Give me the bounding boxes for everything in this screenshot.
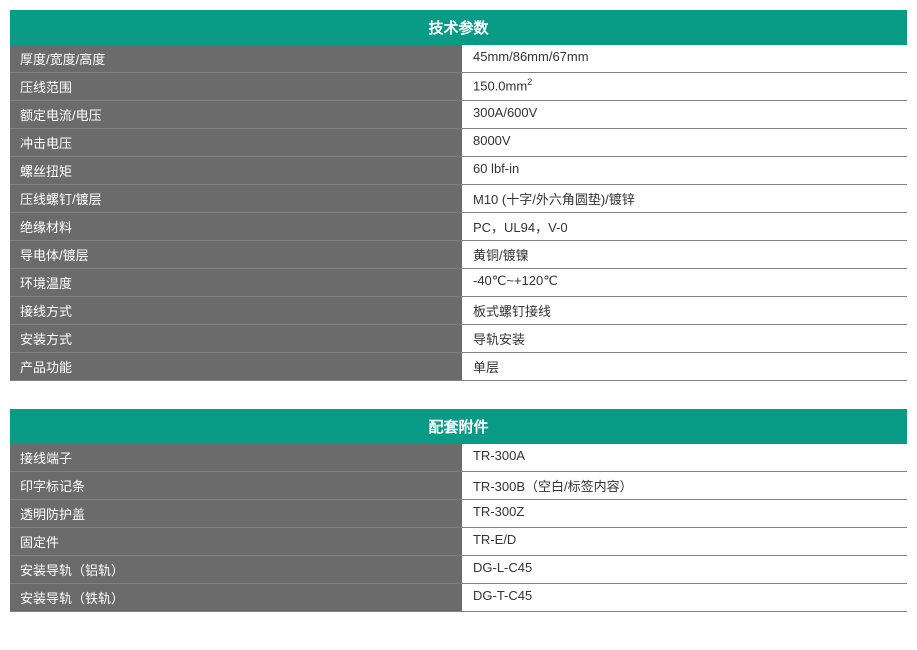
table-row: 固定件TR-E/D — [10, 528, 907, 556]
row-label: 安装方式 — [10, 325, 463, 352]
row-value: DG-L-C45 — [463, 556, 907, 583]
row-label: 透明防护盖 — [10, 500, 463, 527]
table-row: 印字标记条TR-300B（空白/标签内容） — [10, 472, 907, 500]
row-label: 螺丝扭矩 — [10, 157, 463, 184]
row-value: 单层 — [463, 353, 907, 380]
table-header: 配套附件 — [10, 409, 907, 444]
row-label: 绝缘材料 — [10, 213, 463, 240]
row-label: 产品功能 — [10, 353, 463, 380]
table-row: 压线螺钉/镀层M10 (十字/外六角圆垫)/镀锌 — [10, 185, 907, 213]
row-label: 压线范围 — [10, 73, 463, 100]
row-label: 固定件 — [10, 528, 463, 555]
row-value: TR-300Z — [463, 500, 907, 527]
row-value: -40℃~+120℃ — [463, 269, 907, 296]
table-row: 产品功能单层 — [10, 353, 907, 381]
row-value: PC，UL94，V-0 — [463, 213, 907, 240]
row-label: 安装导轨（铝轨） — [10, 556, 463, 583]
row-label: 压线螺钉/镀层 — [10, 185, 463, 212]
row-label: 导电体/镀层 — [10, 241, 463, 268]
row-label: 安装导轨（铁轨） — [10, 584, 463, 611]
table-row: 冲击电压8000V — [10, 129, 907, 157]
row-value: 300A/600V — [463, 101, 907, 128]
row-label: 冲击电压 — [10, 129, 463, 156]
row-value: DG-T-C45 — [463, 584, 907, 611]
table-row: 绝缘材料PC，UL94，V-0 — [10, 213, 907, 241]
table-row: 压线范围150.0mm2 — [10, 73, 907, 101]
table-row: 导电体/镀层黄铜/镀镍 — [10, 241, 907, 269]
row-label: 接线端子 — [10, 444, 463, 471]
row-value: 60 lbf-in — [463, 157, 907, 184]
row-value: 黄铜/镀镍 — [463, 241, 907, 268]
row-value: 板式螺钉接线 — [463, 297, 907, 324]
table-row: 安装导轨（铝轨）DG-L-C45 — [10, 556, 907, 584]
row-value: 8000V — [463, 129, 907, 156]
table-row: 透明防护盖TR-300Z — [10, 500, 907, 528]
row-label: 厚度/宽度/高度 — [10, 45, 463, 72]
row-value: 45mm/86mm/67mm — [463, 45, 907, 72]
table-row: 安装导轨（铁轨）DG-T-C45 — [10, 584, 907, 612]
table-row: 额定电流/电压300A/600V — [10, 101, 907, 129]
row-label: 接线方式 — [10, 297, 463, 324]
row-label: 印字标记条 — [10, 472, 463, 499]
row-value: TR-300A — [463, 444, 907, 471]
table-row: 接线方式板式螺钉接线 — [10, 297, 907, 325]
table-row: 环境温度-40℃~+120℃ — [10, 269, 907, 297]
row-value: TR-300B（空白/标签内容） — [463, 472, 907, 499]
table-header: 技术参数 — [10, 10, 907, 45]
row-label: 环境温度 — [10, 269, 463, 296]
spec-table-1: 配套附件接线端子TR-300A印字标记条TR-300B（空白/标签内容）透明防护… — [10, 409, 907, 612]
row-value: 150.0mm2 — [463, 73, 907, 100]
row-value: 导轨安装 — [463, 325, 907, 352]
spec-table-0: 技术参数厚度/宽度/高度45mm/86mm/67mm压线范围150.0mm2额定… — [10, 10, 907, 381]
table-row: 厚度/宽度/高度45mm/86mm/67mm — [10, 45, 907, 73]
row-value: TR-E/D — [463, 528, 907, 555]
table-row: 螺丝扭矩60 lbf-in — [10, 157, 907, 185]
row-label: 额定电流/电压 — [10, 101, 463, 128]
table-row: 安装方式导轨安装 — [10, 325, 907, 353]
table-row: 接线端子TR-300A — [10, 444, 907, 472]
row-value: M10 (十字/外六角圆垫)/镀锌 — [463, 185, 907, 212]
